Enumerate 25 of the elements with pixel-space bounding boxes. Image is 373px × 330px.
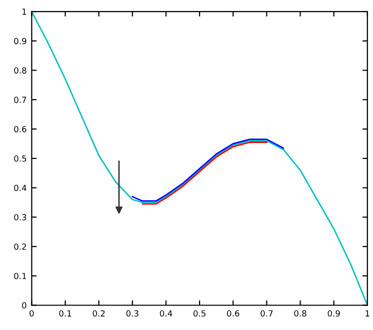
line-series <box>132 138 284 202</box>
x-tick-label: 0.5 <box>193 310 206 317</box>
x-tick-label: 0.1 <box>59 310 72 317</box>
y-tick-label: 0 <box>22 302 26 309</box>
x-tick-label: 0.8 <box>294 310 306 317</box>
line-series <box>142 142 268 205</box>
y-tick-label: 0.1 <box>14 272 26 280</box>
y-tick-label: 1 <box>22 8 26 15</box>
x-tick-label: 0.2 <box>92 310 105 317</box>
y-tick-label: 0.2 <box>14 243 26 250</box>
y-tick-label: 0.5 <box>14 155 26 162</box>
x-tick-label: 0.4 <box>160 310 172 317</box>
x-tick-label: 0 <box>30 310 34 317</box>
y-tick-label: 0.7 <box>14 96 26 103</box>
y-tick-label: 0.9 <box>14 38 26 44</box>
x-tick-label: 0.9 <box>328 310 340 317</box>
x-tick-label: 0.3 <box>126 310 138 317</box>
x-tick-label: 1 <box>366 310 370 316</box>
y-tick-label: 0.3 <box>14 214 26 220</box>
y-tick-label: 0.6 <box>14 126 26 132</box>
x-tick-label: 0.6 <box>227 310 240 317</box>
y-tick-label: 0.8 <box>14 67 26 74</box>
y-tick-label: 0.4 <box>14 184 26 192</box>
line-series <box>32 12 368 306</box>
x-tick-label: 0.7 <box>260 310 273 317</box>
